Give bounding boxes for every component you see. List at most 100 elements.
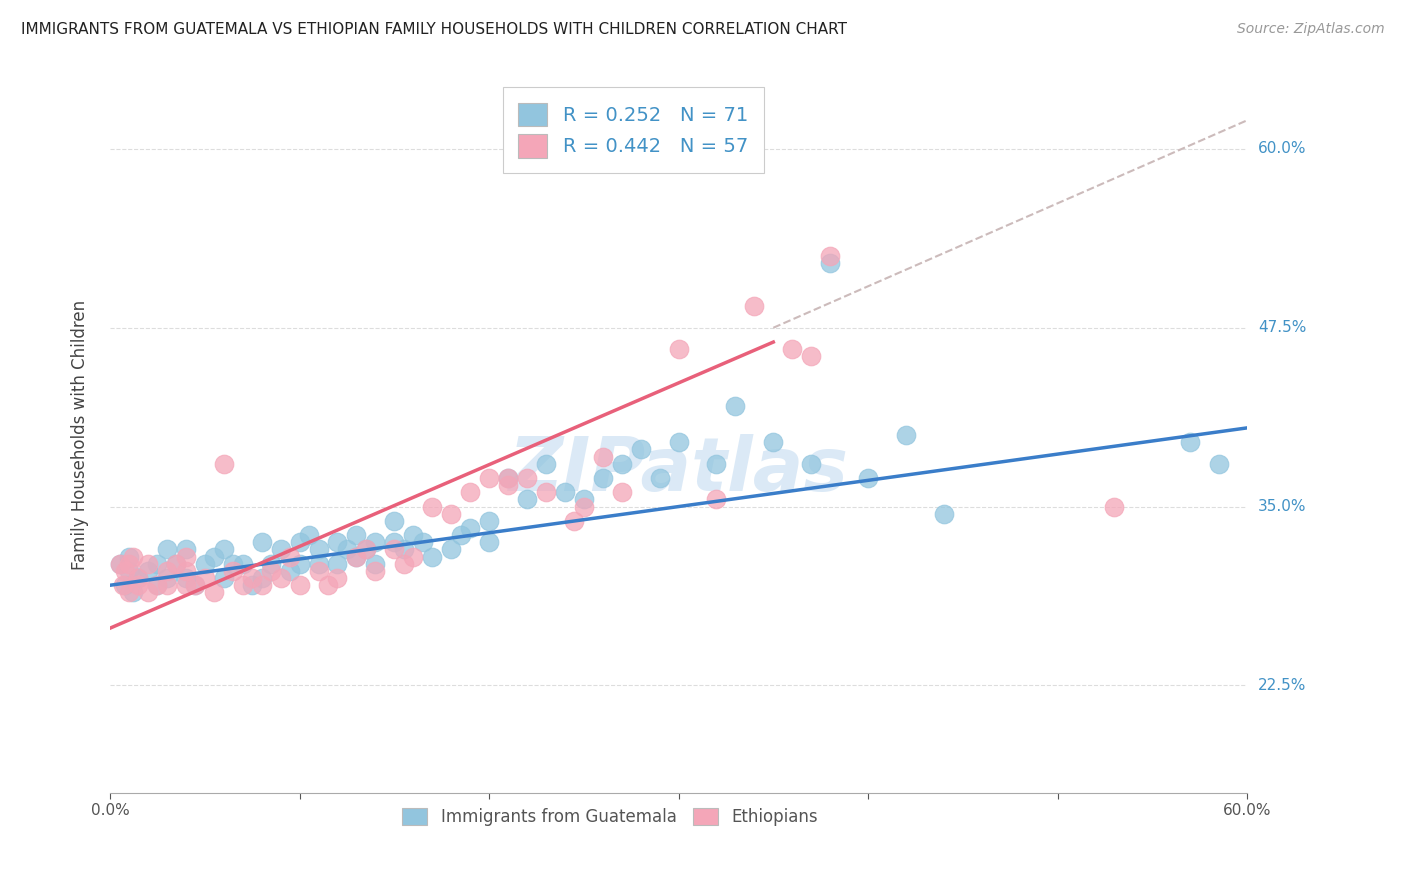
Text: 60.0%: 60.0% — [1258, 142, 1306, 156]
Point — [724, 400, 747, 414]
Point — [298, 528, 321, 542]
Text: 35.0%: 35.0% — [1258, 499, 1306, 514]
Point — [478, 471, 501, 485]
Point — [344, 549, 367, 564]
Point — [156, 571, 179, 585]
Point — [744, 299, 766, 313]
Point — [194, 557, 217, 571]
Point — [458, 485, 481, 500]
Point — [156, 578, 179, 592]
Point — [250, 571, 273, 585]
Point — [610, 485, 633, 500]
Point — [136, 557, 159, 571]
Point — [496, 471, 519, 485]
Point — [354, 542, 377, 557]
Point — [156, 564, 179, 578]
Point — [392, 542, 415, 557]
Point — [212, 542, 235, 557]
Point — [412, 535, 434, 549]
Point — [212, 571, 235, 585]
Point — [450, 528, 472, 542]
Point — [326, 571, 349, 585]
Point — [440, 507, 463, 521]
Point — [572, 492, 595, 507]
Point — [288, 535, 311, 549]
Point — [382, 514, 405, 528]
Point — [288, 578, 311, 592]
Point — [114, 564, 136, 578]
Point — [316, 578, 339, 592]
Point — [1180, 435, 1202, 450]
Point — [288, 557, 311, 571]
Point — [554, 485, 576, 500]
Point — [222, 564, 245, 578]
Point — [174, 542, 197, 557]
Point — [402, 549, 425, 564]
Point — [232, 557, 254, 571]
Point — [336, 542, 359, 557]
Point — [1208, 457, 1230, 471]
Point — [706, 457, 728, 471]
Point — [364, 564, 387, 578]
Point — [202, 549, 225, 564]
Point — [856, 471, 879, 485]
Point — [382, 535, 405, 549]
Text: ZIPatlas: ZIPatlas — [509, 434, 849, 508]
Point — [344, 549, 367, 564]
Point — [762, 435, 785, 450]
Point — [146, 578, 169, 592]
Point — [165, 557, 187, 571]
Point — [136, 585, 159, 599]
Point — [174, 564, 197, 578]
Point — [118, 549, 141, 564]
Point — [121, 585, 143, 599]
Point — [534, 485, 557, 500]
Point — [894, 428, 917, 442]
Point — [326, 557, 349, 571]
Point — [572, 500, 595, 514]
Point — [278, 549, 301, 564]
Point — [174, 578, 197, 592]
Point — [1104, 500, 1126, 514]
Point — [364, 535, 387, 549]
Point — [308, 557, 330, 571]
Point — [440, 542, 463, 557]
Point — [240, 571, 263, 585]
Point — [392, 557, 415, 571]
Point — [184, 578, 207, 592]
Point — [146, 557, 169, 571]
Point — [212, 457, 235, 471]
Point — [496, 471, 519, 485]
Point — [630, 442, 652, 457]
Point — [194, 571, 217, 585]
Point — [516, 471, 538, 485]
Point — [250, 578, 273, 592]
Point — [344, 528, 367, 542]
Point — [202, 585, 225, 599]
Point — [592, 450, 614, 464]
Point — [222, 557, 245, 571]
Point — [668, 343, 690, 357]
Point — [232, 578, 254, 592]
Point — [562, 514, 585, 528]
Point — [146, 578, 169, 592]
Text: IMMIGRANTS FROM GUATEMALA VS ETHIOPIAN FAMILY HOUSEHOLDS WITH CHILDREN CORRELATI: IMMIGRANTS FROM GUATEMALA VS ETHIOPIAN F… — [21, 22, 846, 37]
Point — [260, 557, 283, 571]
Text: Source: ZipAtlas.com: Source: ZipAtlas.com — [1237, 22, 1385, 37]
Point — [136, 564, 159, 578]
Point — [420, 549, 443, 564]
Point — [128, 578, 150, 592]
Legend: Immigrants from Guatemala, Ethiopians: Immigrants from Guatemala, Ethiopians — [394, 799, 827, 834]
Point — [818, 256, 841, 270]
Point — [184, 578, 207, 592]
Point — [118, 564, 141, 578]
Point — [818, 249, 841, 263]
Point — [270, 542, 292, 557]
Point — [354, 542, 377, 557]
Point — [648, 471, 671, 485]
Point — [308, 564, 330, 578]
Point — [706, 492, 728, 507]
Point — [278, 564, 301, 578]
Point — [128, 571, 150, 585]
Text: 47.5%: 47.5% — [1258, 320, 1306, 335]
